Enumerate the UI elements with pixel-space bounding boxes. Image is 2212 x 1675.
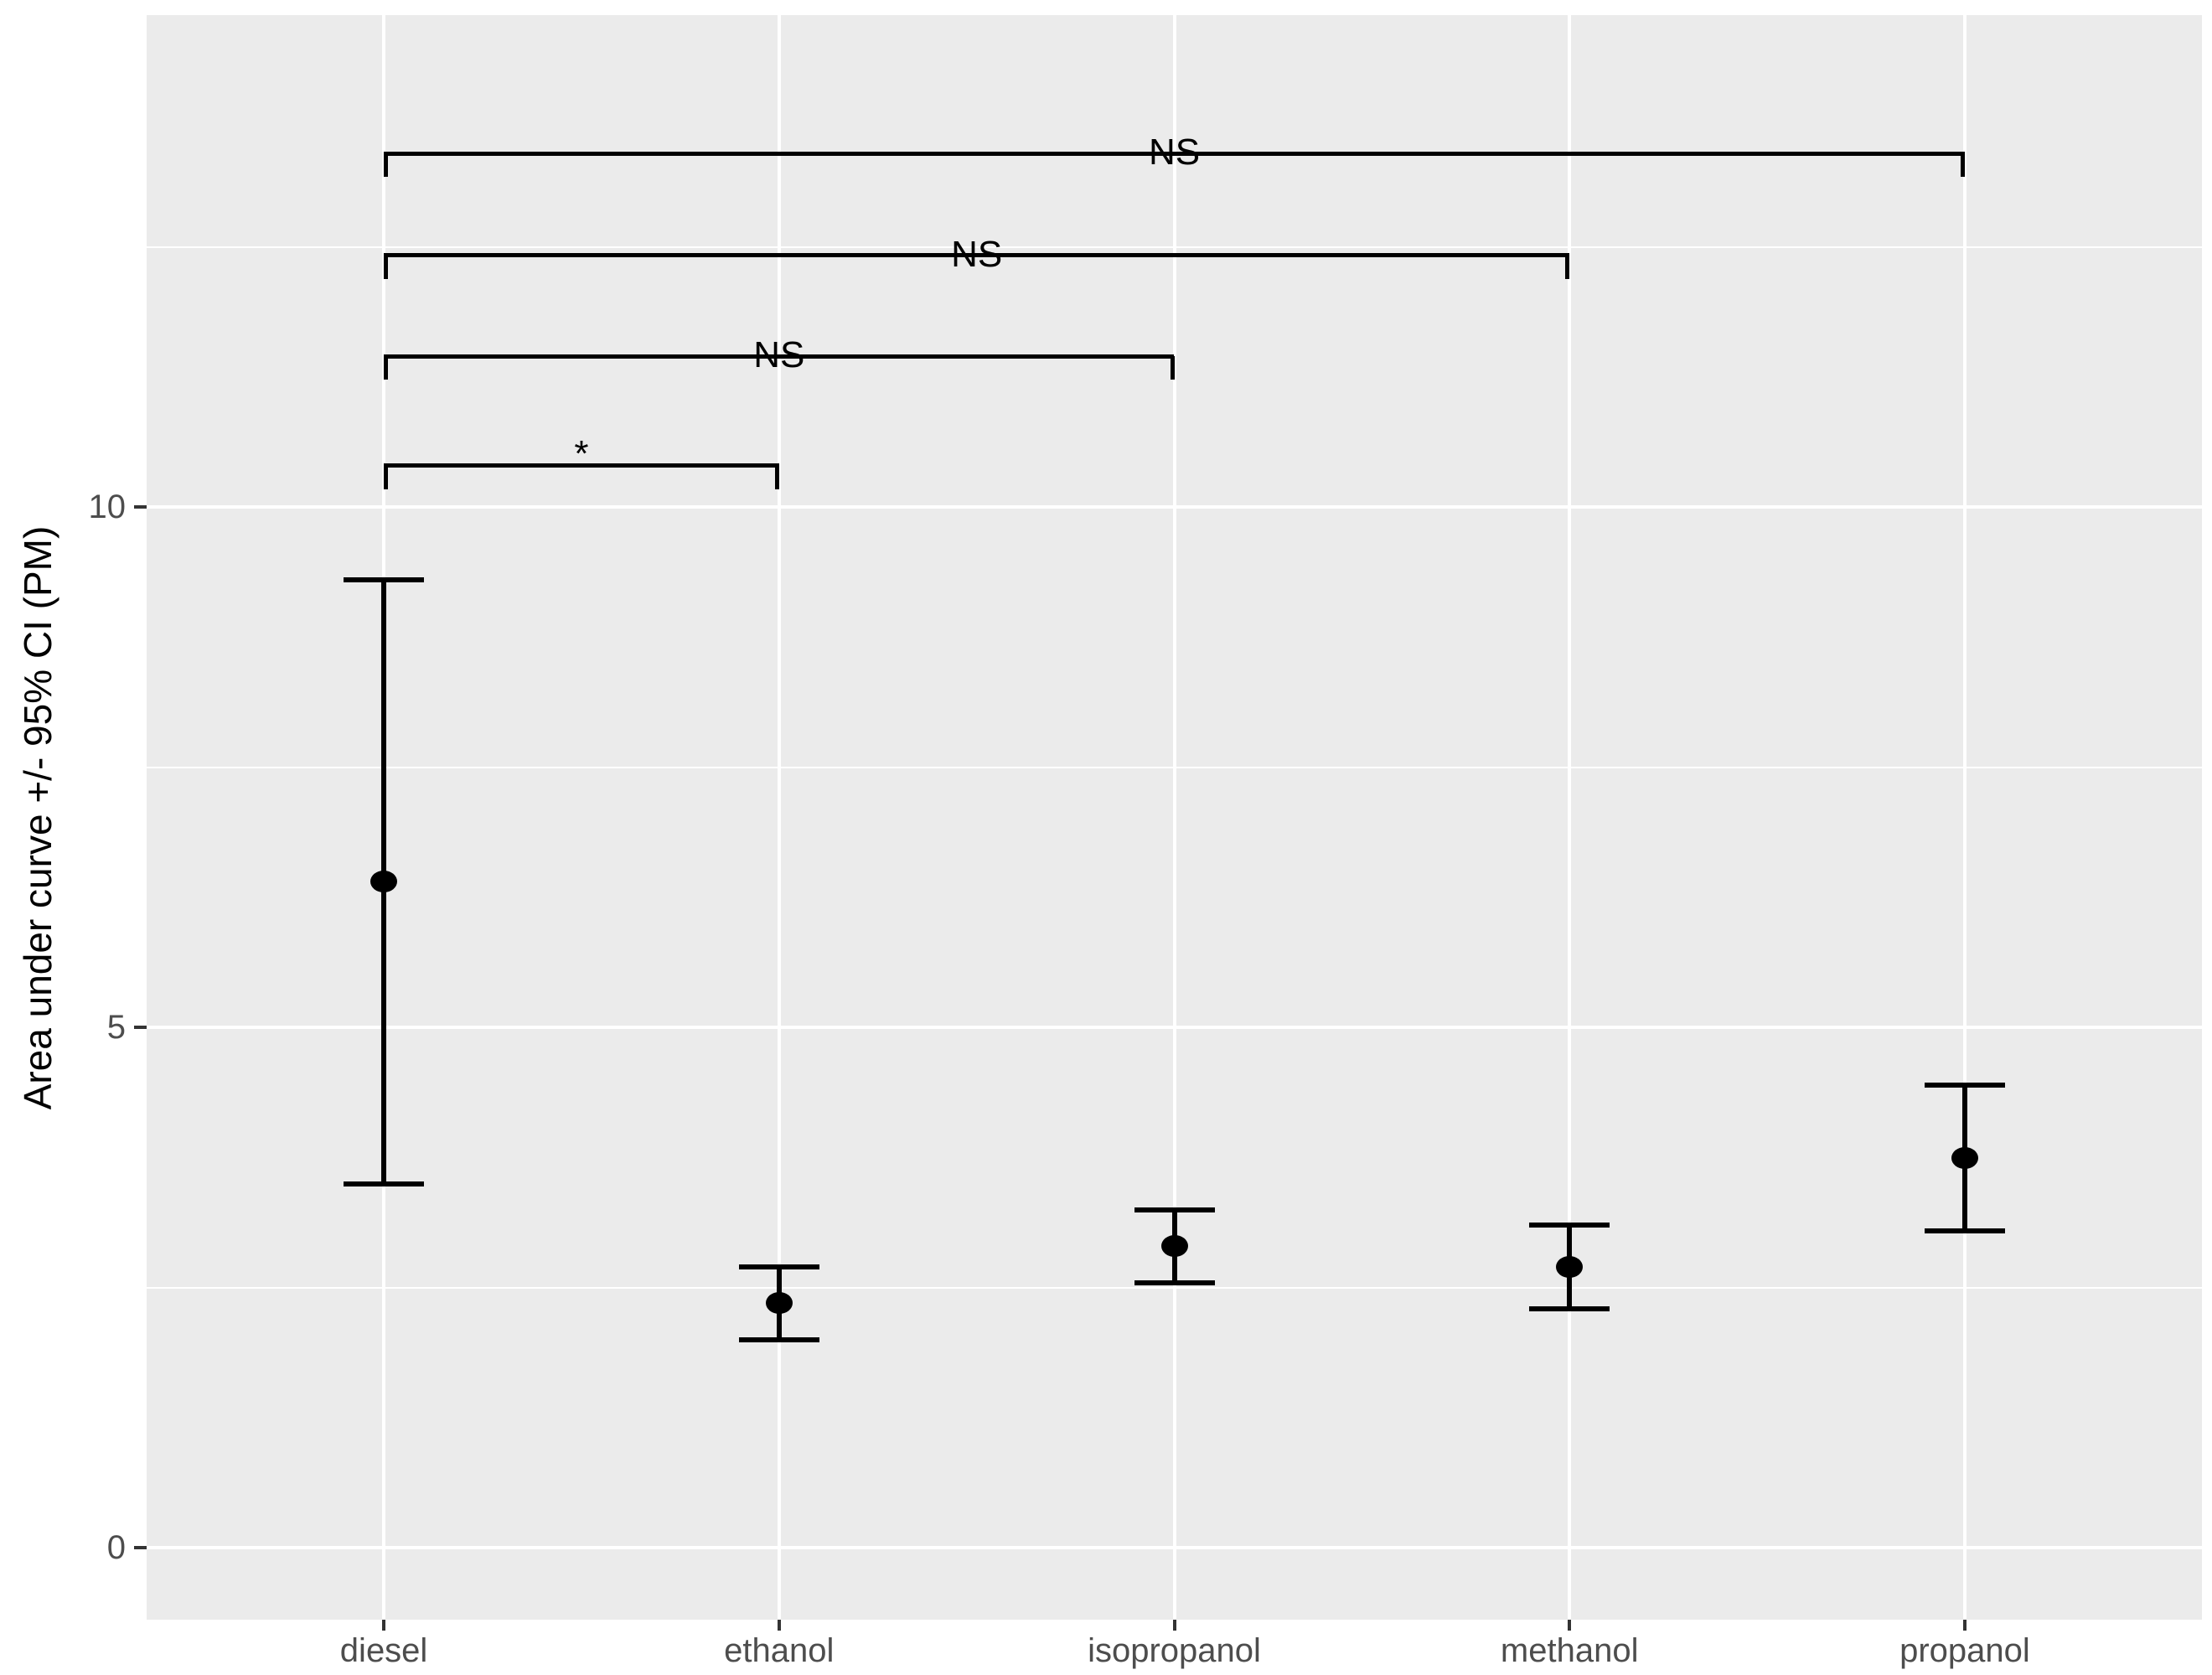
x-tick-ethanol <box>777 1620 781 1631</box>
y-tick-5 <box>134 1026 147 1030</box>
bracket-drop-left-diesel-methanol <box>384 255 389 279</box>
errorbar-cap-upper-isopropanol <box>1134 1207 1215 1212</box>
point-isopropanol <box>1160 1235 1188 1258</box>
x-label-isopropanol: isopropanol <box>1088 1632 1261 1669</box>
x-tick-methanol <box>1568 1620 1572 1631</box>
errorbar-cap-upper-propanol <box>1924 1082 2005 1088</box>
bracket-label-diesel-propanol: NS <box>1148 132 1201 173</box>
errorbar-cap-upper-diesel <box>344 577 425 583</box>
bracket-drop-right-diesel-propanol <box>1960 153 1965 178</box>
bracket-line-diesel-ethanol <box>384 463 779 468</box>
gridline-category-isopropanol <box>1172 15 1176 1620</box>
point-propanol <box>1951 1146 1978 1169</box>
x-label-methanol: methanol <box>1500 1632 1639 1669</box>
errorbar-cap-lower-ethanol <box>738 1336 819 1342</box>
errorbar-cap-upper-ethanol <box>738 1264 819 1269</box>
errorbar-cap-lower-methanol <box>1529 1305 1610 1311</box>
bracket-label-diesel-isopropanol: NS <box>753 334 805 376</box>
bracket-label-diesel-ethanol: * <box>574 432 589 474</box>
errorbar-cap-upper-methanol <box>1529 1223 1610 1228</box>
gridline-category-ethanol <box>777 15 781 1620</box>
y-tick-label-10: 10 <box>88 489 127 526</box>
x-label-propanol: propanol <box>1899 1632 2030 1669</box>
y-tick-label-0: 0 <box>106 1529 126 1567</box>
point-ethanol <box>765 1292 793 1315</box>
bracket-drop-left-diesel-ethanol <box>384 465 389 489</box>
errorbar-cap-lower-diesel <box>344 1181 425 1186</box>
x-tick-diesel <box>382 1620 386 1631</box>
bracket-drop-right-diesel-isopropanol <box>1170 356 1175 380</box>
gridline-category-propanol <box>1962 15 1967 1620</box>
gridline-category-methanol <box>1568 15 1572 1620</box>
errorbar-cap-lower-propanol <box>1924 1228 2005 1233</box>
bracket-line-diesel-methanol <box>384 253 1570 258</box>
x-tick-propanol <box>1962 1620 1967 1631</box>
point-diesel <box>370 871 398 893</box>
point-methanol <box>1556 1255 1584 1278</box>
y-tick-0 <box>134 1546 147 1550</box>
x-label-ethanol: ethanol <box>724 1632 835 1669</box>
bracket-drop-left-diesel-propanol <box>384 153 389 178</box>
x-label-diesel: diesel <box>339 1632 428 1669</box>
bracket-drop-left-diesel-isopropanol <box>384 356 389 380</box>
bracket-drop-right-diesel-methanol <box>1565 255 1570 279</box>
bracket-line-diesel-propanol <box>384 151 1965 156</box>
y-tick-10 <box>134 505 147 509</box>
bracket-label-diesel-methanol: NS <box>951 233 1003 275</box>
errorbar-cap-lower-isopropanol <box>1134 1280 1215 1285</box>
y-tick-label-5: 5 <box>106 1009 126 1047</box>
x-tick-isopropanol <box>1172 1620 1176 1631</box>
bracket-line-diesel-isopropanol <box>384 354 1175 359</box>
bracket-drop-right-diesel-ethanol <box>774 465 779 489</box>
